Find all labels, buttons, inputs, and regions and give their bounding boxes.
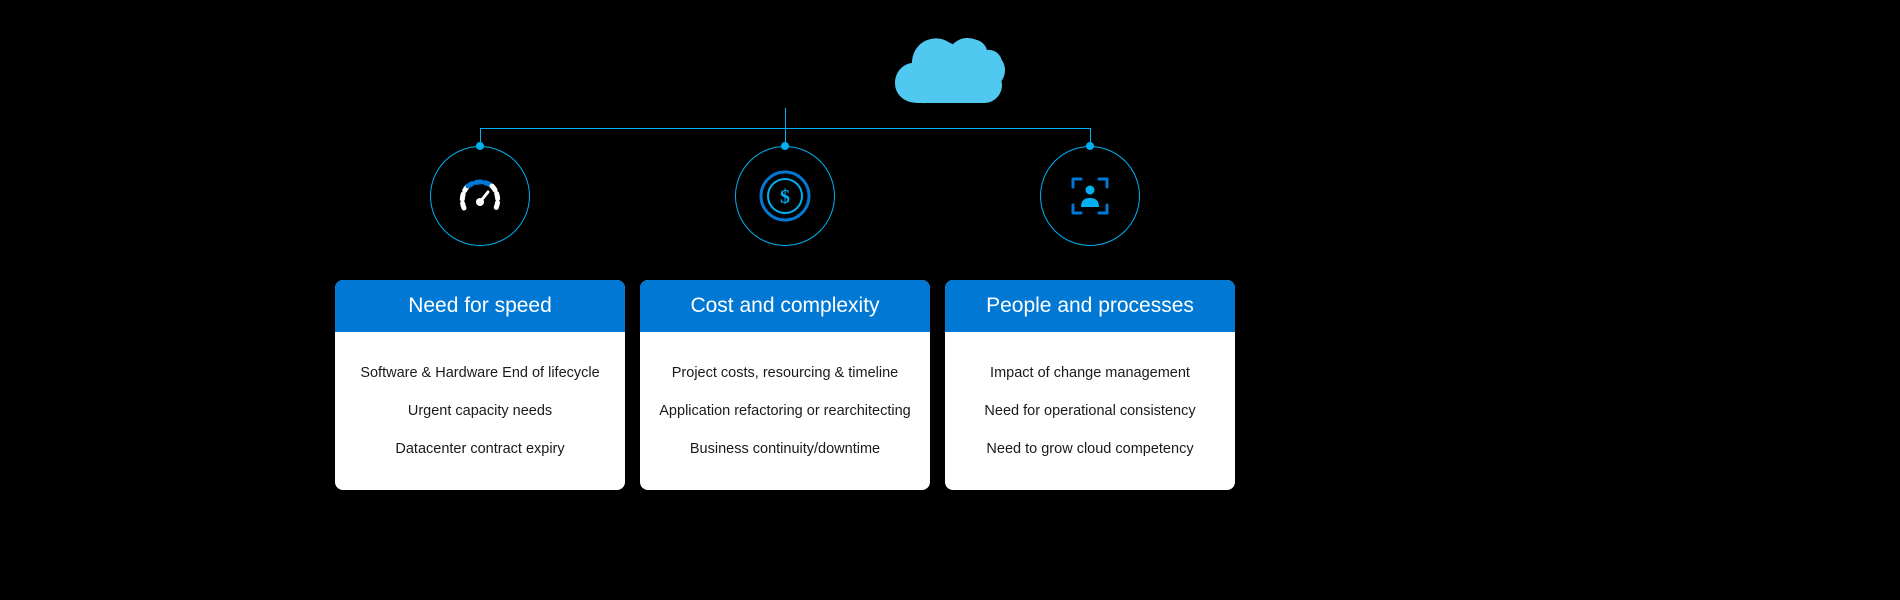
- svg-text:$: $: [780, 186, 790, 208]
- icon-circle-speed: [430, 146, 530, 246]
- icon-circle-people: [1040, 146, 1140, 246]
- gauge-icon: [454, 170, 506, 222]
- card-body-people: Impact of change management Need for ope…: [945, 332, 1235, 490]
- card-body-cost: Project costs, resourcing & timeline App…: [640, 332, 930, 490]
- dollar-icon: $: [758, 169, 812, 223]
- card-people: People and processes Impact of change ma…: [945, 280, 1235, 490]
- card-body-speed: Software & Hardware End of lifecycle Urg…: [335, 332, 625, 490]
- card-header-people: People and processes: [945, 280, 1235, 332]
- card-header-speed: Need for speed: [335, 280, 625, 332]
- card-item: Business continuity/downtime: [654, 430, 916, 468]
- card-item: Impact of change management: [959, 354, 1221, 392]
- cloud-icon: [890, 38, 1010, 121]
- card-item: Urgent capacity needs: [349, 392, 611, 430]
- card-item: Need to grow cloud competency: [959, 430, 1221, 468]
- card-cost: Cost and complexity Project costs, resou…: [640, 280, 930, 490]
- card-header-cost: Cost and complexity: [640, 280, 930, 332]
- connector-cloud-down: [785, 108, 786, 128]
- card-item: Software & Hardware End of lifecycle: [349, 354, 611, 392]
- card-speed: Need for speed Software & Hardware End o…: [335, 280, 625, 490]
- card-item: Datacenter contract expiry: [349, 430, 611, 468]
- icon-circle-cost: $: [735, 146, 835, 246]
- card-item: Need for operational consistency: [959, 392, 1221, 430]
- card-item: Project costs, resourcing & timeline: [654, 354, 916, 392]
- person-icon: [1067, 173, 1113, 219]
- card-item: Application refactoring or rearchitectin…: [654, 392, 916, 430]
